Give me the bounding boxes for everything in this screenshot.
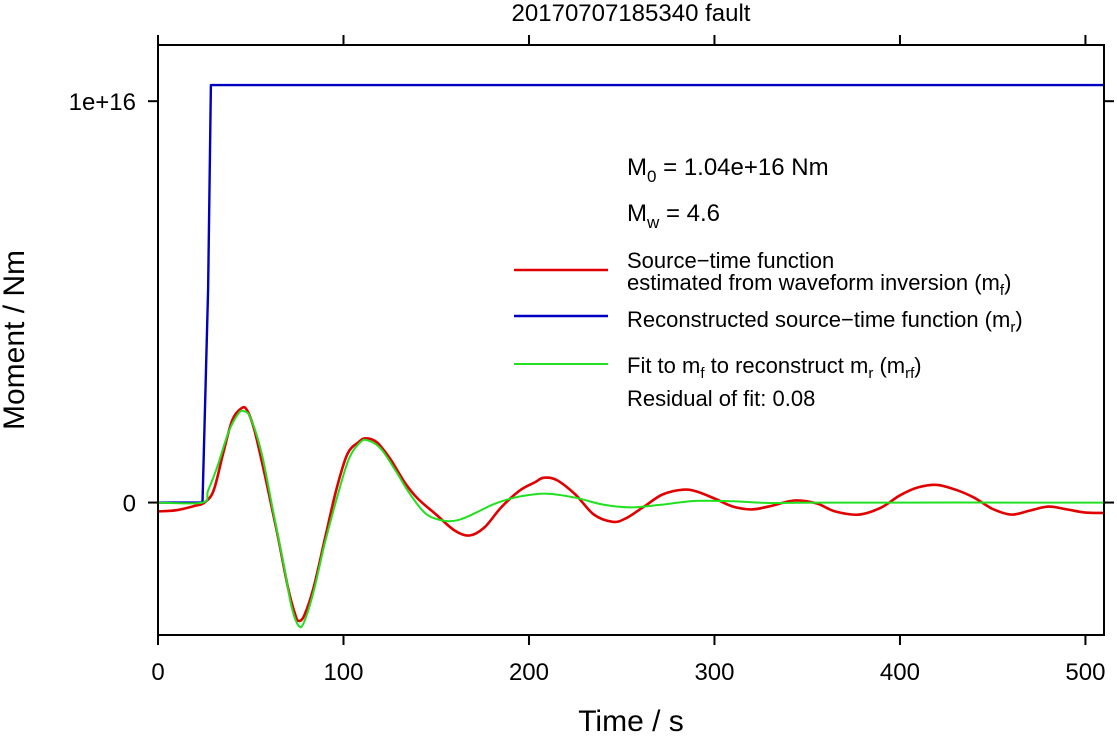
chart-title: 20170707185340 fault [512, 0, 751, 27]
legend: Source−time function estimated from wave… [514, 248, 1023, 411]
legend-label-source-time-function-line2: estimated from waveform inversion (mf) [627, 270, 1011, 299]
legend-label-reconstructed: Reconstructed source−time function (mr) [627, 307, 1023, 336]
x-axis-label: Time / s [578, 705, 684, 736]
x-tick-label-100: 100 [323, 659, 363, 686]
legend-label-source-time-function-line1: Source−time function [627, 248, 834, 273]
y-axis-label: Moment / Nm [0, 250, 31, 430]
plot-area [157, 83, 1105, 629]
x-tick-label-300: 300 [694, 659, 734, 686]
y-tick-label-1e+16: 1e+16 [69, 89, 136, 116]
legend-label-residual: Residual of fit: 0.08 [627, 386, 815, 411]
y-axis: 0 1e+16 [69, 89, 1114, 518]
legend-label-fit: Fit to mf to reconstruct mr (mrf) [627, 353, 922, 382]
plot-frame [157, 44, 1105, 636]
x-tick-label-200: 200 [509, 659, 549, 686]
y-tick-label-0: 0 [123, 491, 136, 518]
x-tick-label-500: 500 [1065, 659, 1105, 686]
x-tick-label-0: 0 [151, 659, 164, 686]
series-line-fit [157, 409, 1105, 629]
x-axis: 0 100 200 300 400 500 [151, 35, 1105, 686]
m0-annotation: M0 = 1.04e+16 Nm [627, 154, 829, 186]
mw-annotation: Mw = 4.6 [627, 200, 720, 232]
series-line-source-time-function [157, 405, 1105, 623]
x-tick-label-400: 400 [880, 659, 920, 686]
